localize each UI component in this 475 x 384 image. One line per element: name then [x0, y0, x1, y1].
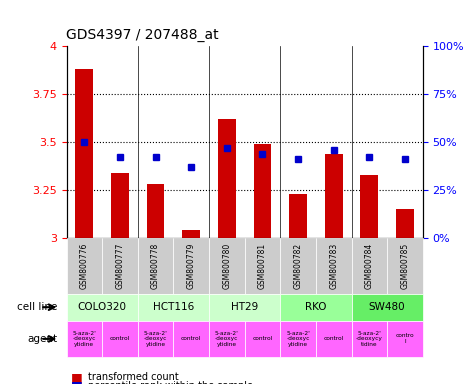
- Text: control: control: [110, 336, 130, 341]
- Bar: [361, 175, 378, 238]
- Text: SW480: SW480: [369, 302, 406, 312]
- Text: GSM800777: GSM800777: [115, 243, 124, 289]
- Bar: [325, 154, 342, 238]
- Text: GSM800778: GSM800778: [151, 243, 160, 289]
- Text: GSM800782: GSM800782: [294, 243, 303, 289]
- Bar: [76, 69, 93, 238]
- Text: HCT116: HCT116: [153, 302, 194, 312]
- Text: HT29: HT29: [231, 302, 258, 312]
- Text: control: control: [181, 336, 201, 341]
- Text: 5-aza-2'
-deoxyc
ytidine: 5-aza-2' -deoxyc ytidine: [143, 331, 168, 347]
- Text: GSM800785: GSM800785: [400, 243, 409, 289]
- Text: GSM800779: GSM800779: [187, 243, 196, 289]
- Text: control: control: [252, 336, 273, 341]
- Bar: [254, 144, 271, 238]
- Text: cell line: cell line: [17, 302, 57, 312]
- Bar: [218, 119, 236, 238]
- Text: ■: ■: [71, 379, 83, 384]
- Bar: [396, 209, 414, 238]
- Text: control: control: [323, 336, 344, 341]
- Bar: [182, 230, 200, 238]
- Text: agent: agent: [27, 334, 57, 344]
- Bar: [147, 184, 164, 238]
- Text: 5-aza-2'
-deoxyc
ytidine: 5-aza-2' -deoxyc ytidine: [72, 331, 96, 347]
- Text: ■: ■: [71, 371, 83, 384]
- Text: 5-aza-2'
-deoxyc
ytidine: 5-aza-2' -deoxyc ytidine: [286, 331, 310, 347]
- Text: percentile rank within the sample: percentile rank within the sample: [88, 381, 253, 384]
- Bar: [111, 173, 129, 238]
- Text: GSM800780: GSM800780: [222, 243, 231, 289]
- Text: GSM800781: GSM800781: [258, 243, 267, 289]
- Bar: [289, 194, 307, 238]
- Text: 5-aza-2'
-deoxycy
tidine: 5-aza-2' -deoxycy tidine: [356, 331, 383, 347]
- Text: RKO: RKO: [305, 302, 327, 312]
- Text: transformed count: transformed count: [88, 372, 179, 382]
- Text: COLO320: COLO320: [77, 302, 127, 312]
- Text: GSM800776: GSM800776: [80, 243, 89, 289]
- Text: GSM800784: GSM800784: [365, 243, 374, 289]
- Text: GSM800783: GSM800783: [329, 243, 338, 289]
- Text: contro
l: contro l: [396, 333, 414, 344]
- Text: 5-aza-2'
-deoxyc
ytidine: 5-aza-2' -deoxyc ytidine: [215, 331, 239, 347]
- Text: GDS4397 / 207488_at: GDS4397 / 207488_at: [66, 28, 219, 42]
